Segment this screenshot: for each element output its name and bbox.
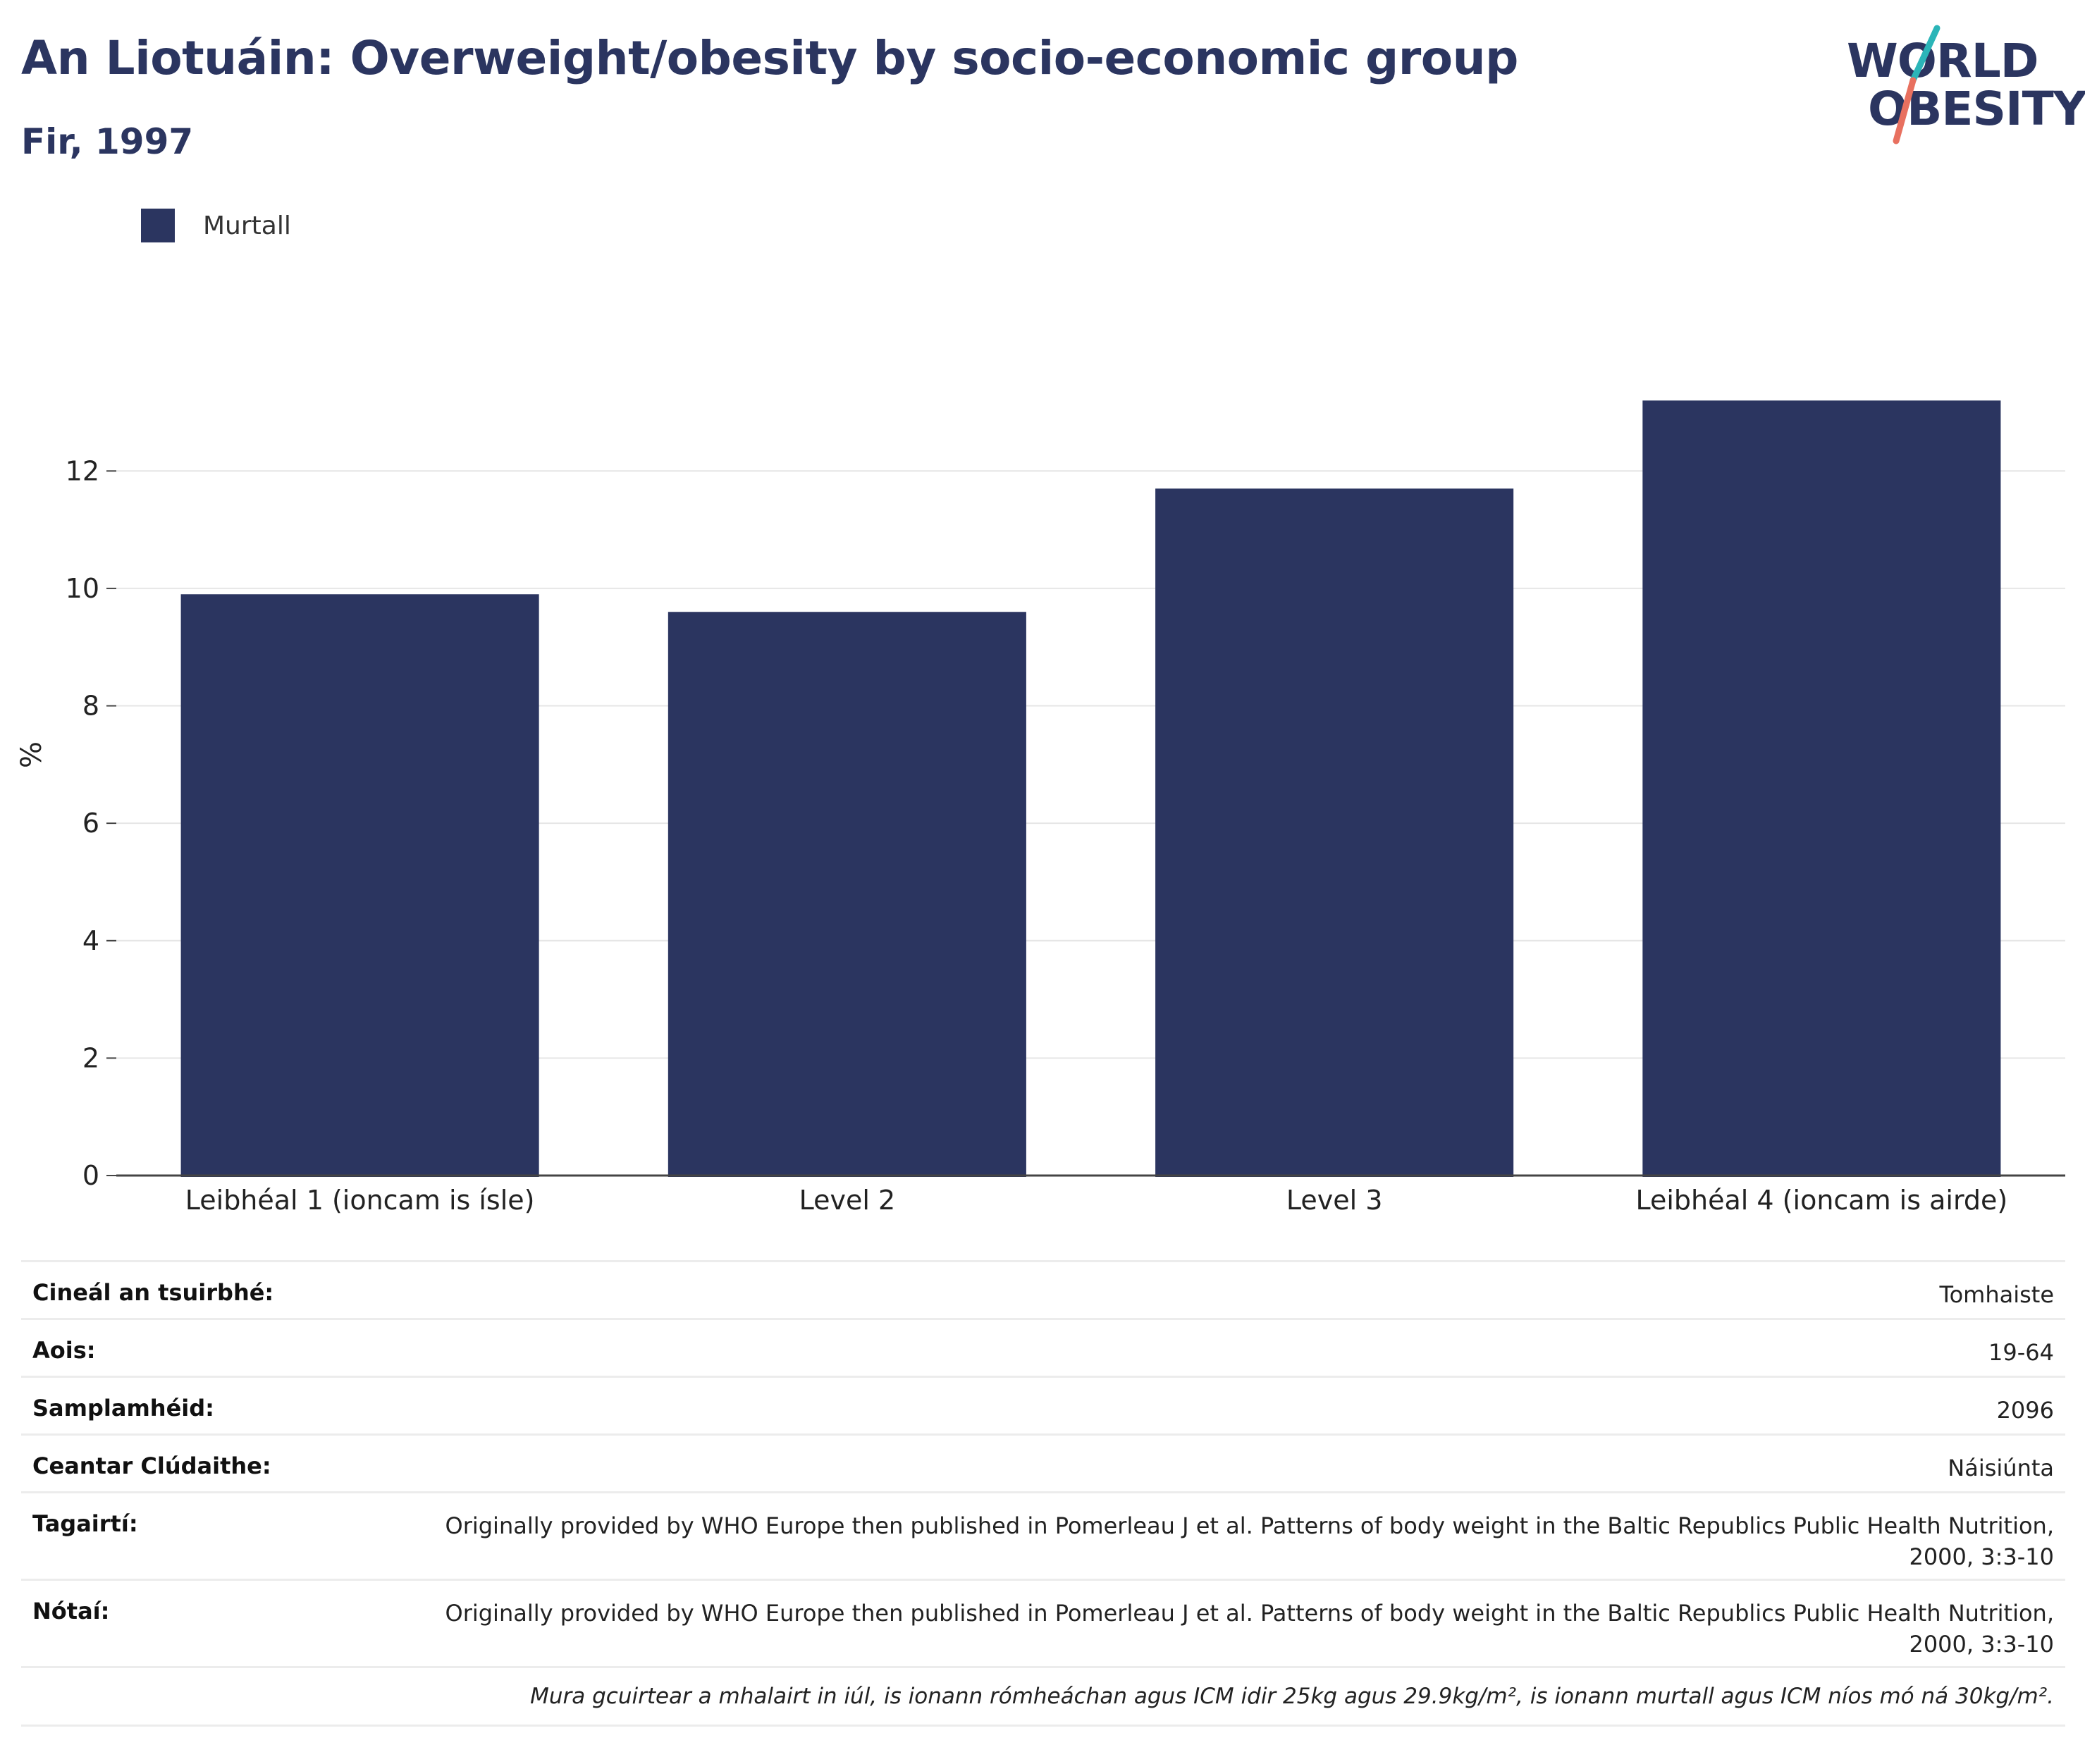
logo-line-1: WORLD	[1847, 34, 2039, 88]
metadata-row: Samplamhéid: 2096	[21, 1376, 2065, 1433]
world-obesity-logo: WORLD OBESITY	[1840, 21, 2085, 148]
metadata-table: Cineál an tsuirbhé: Tomhaiste Aois: 19-64 Sa…	[21, 1260, 2065, 1727]
chart-title: An Liotuáin: Overweight/obesity by socio…	[21, 31, 1518, 85]
y-tick-label: 2	[82, 1042, 99, 1073]
metadata-value: Tomhaiste	[1939, 1281, 2054, 1308]
bar[interactable]	[180, 594, 539, 1177]
x-tick-label: Leibhéal 4 (ioncam is airde)	[1635, 1185, 2007, 1216]
x-tick-label: Level 2	[799, 1185, 896, 1216]
chart-subtitle: Fir, 1997	[21, 121, 194, 162]
metadata-key: Ceantar Clúdaithe:	[32, 1452, 271, 1479]
metadata-row: Nótaí: Originally provided by WHO Europe …	[21, 1579, 2065, 1666]
legend[interactable]: Murtall	[141, 209, 291, 242]
y-tick-label: 0	[82, 1160, 99, 1191]
logo-slash-icon	[1893, 25, 1941, 144]
metadata-row: Ceantar Clúdaithe: Náisiúnta	[21, 1433, 2065, 1491]
bar[interactable]	[1642, 400, 2001, 1177]
metadata-key: Cineál an tsuirbhé:	[32, 1279, 274, 1306]
metadata-key: Nótaí:	[32, 1598, 110, 1624]
y-tick-label: 4	[82, 925, 99, 956]
metadata-value: Originally provided by WHO Europe then p…	[445, 1512, 2055, 1570]
metadata-value: 2096	[1996, 1397, 2054, 1424]
metadata-key: Aois:	[32, 1337, 96, 1364]
metadata-row: Cineál an tsuirbhé: Tomhaiste	[21, 1260, 2065, 1318]
metadata-row: Tagairtí: Originally provided by WHO Euro…	[21, 1491, 2065, 1579]
metadata-row: Aois: 19-64	[21, 1318, 2065, 1376]
legend-swatch	[141, 209, 175, 242]
bar[interactable]	[668, 612, 1026, 1177]
bar-chart: 0 2 4 6 8 10 12 Leibhéal 1 (ioncam is ísle) Leve…	[66, 400, 2065, 1216]
metadata-key: Tagairtí:	[32, 1510, 138, 1537]
metadata-value: 19-64	[1988, 1339, 2054, 1366]
y-tick-label: 6	[82, 808, 99, 839]
y-tick-label: 10	[66, 573, 99, 604]
metadata-key: Samplamhéid:	[32, 1395, 214, 1421]
x-tick-label: Leibhéal 1 (ioncam is ísle)	[185, 1185, 535, 1216]
bar[interactable]	[1155, 488, 1514, 1177]
y-tick-label: 12	[66, 455, 99, 486]
x-tick-label: Level 3	[1286, 1185, 1383, 1216]
metadata-value: Originally provided by WHO Europe then p…	[445, 1600, 2055, 1658]
definition-note: Mura gcuirtear a mhalairt in iúl, is ion…	[21, 1666, 2065, 1727]
y-tick-label: 8	[82, 691, 99, 722]
metadata-value: Náisiúnta	[1948, 1455, 2054, 1481]
legend-label: Murtall	[203, 211, 291, 240]
